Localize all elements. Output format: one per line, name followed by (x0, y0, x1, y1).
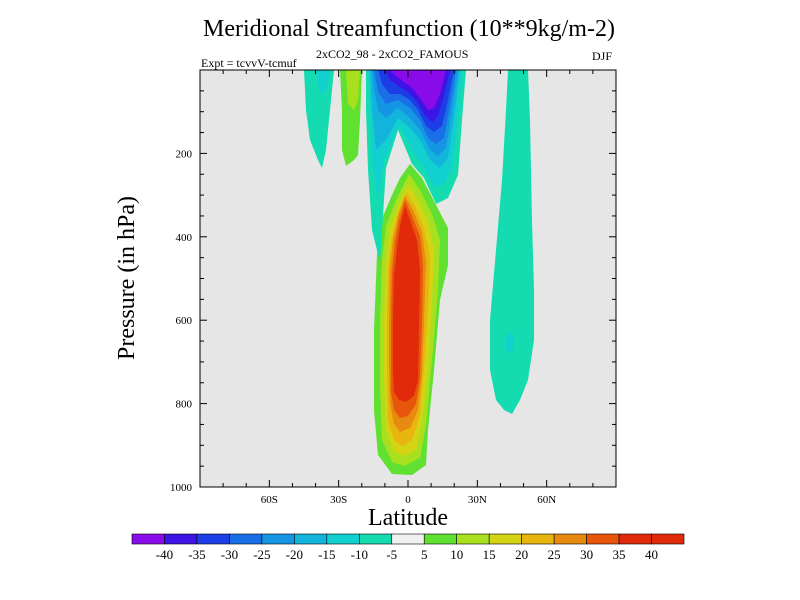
contour-negative-north-5 (490, 70, 534, 414)
y-tick-label: 1000 (170, 482, 193, 494)
colorbar-label: -5 (386, 547, 397, 562)
y-tick-label: 400 (176, 232, 193, 244)
x-axis-label: Latitude (368, 505, 448, 531)
season-label: DJF (592, 49, 613, 63)
colorbar-box (521, 533, 555, 545)
x-tick-label: 60S (261, 494, 278, 506)
colorbar-label: -35 (188, 547, 205, 562)
x-tick-label: 30N (468, 494, 487, 506)
axis-tick-labels: 60S 30S 0 30N 60N 200 400 600 800 1000 (170, 148, 556, 506)
contour-negative-south-5 (304, 70, 334, 168)
contour-negative-south-10 (316, 70, 330, 94)
colorbar-box (456, 533, 490, 545)
colorbar-box (488, 533, 522, 545)
colorbar-label: 25 (548, 547, 561, 562)
colorbar-label: 20 (515, 547, 528, 562)
y-axis-label: Pressure (in hPa) (114, 196, 140, 360)
colorbar-box (164, 533, 198, 545)
y-tick-label: 600 (176, 315, 193, 327)
colorbar-box (261, 533, 295, 545)
axis-ticks (200, 70, 616, 488)
colorbar-label: 35 (613, 547, 626, 562)
contour-negative-north-10 (506, 332, 514, 354)
colorbar-box (196, 533, 230, 545)
colorbar-box (651, 533, 685, 545)
colorbar-label: -30 (221, 547, 238, 562)
colorbar-label: -10 (351, 547, 368, 562)
colorbar-label: 40 (645, 547, 658, 562)
colorbar-box (586, 533, 620, 545)
contour-negative-upper-40 (390, 70, 446, 110)
colorbar (131, 533, 685, 545)
x-tick-label: 30S (330, 494, 347, 506)
colorbar-label: -20 (286, 547, 303, 562)
colorbar-box (391, 533, 425, 545)
colorbar-label: 30 (580, 547, 593, 562)
contour-positive-cell-40 (393, 206, 420, 402)
colorbar-label: -40 (156, 547, 173, 562)
colorbar-label: 5 (421, 547, 428, 562)
x-tick-label: 0 (405, 494, 411, 506)
chart-title: Meridional Streamfunction (10**9kg/m-2) (203, 16, 615, 42)
experiment-label: Expt = tcvvV-tcmuf (201, 56, 297, 70)
colorbar-box (553, 533, 587, 545)
colorbar-box (358, 533, 393, 545)
colorbar-box (618, 533, 652, 545)
colorbar-label: 15 (483, 547, 496, 562)
colorbar-box (229, 533, 263, 545)
colorbar-labels: -40 -35 -30 -25 -20 -15 -10 -5 5 10 15 20 25 30 35 40 (156, 547, 658, 562)
colorbar-box (423, 533, 458, 545)
colorbar-box (326, 533, 360, 545)
chart-subtitle: 2xCO2_98 - 2xCO2_FAMOUS (316, 47, 469, 61)
colorbar-box (131, 533, 165, 545)
colorbar-label: -25 (253, 547, 270, 562)
contour-positive-south-10 (346, 70, 360, 110)
colorbar-box (294, 533, 328, 545)
y-tick-label: 200 (176, 148, 193, 160)
contour-fills (304, 70, 534, 475)
colorbar-label: 10 (450, 547, 463, 562)
x-tick-label: 60N (537, 494, 556, 506)
y-tick-label: 800 (176, 399, 193, 411)
colorbar-label: -15 (318, 547, 335, 562)
